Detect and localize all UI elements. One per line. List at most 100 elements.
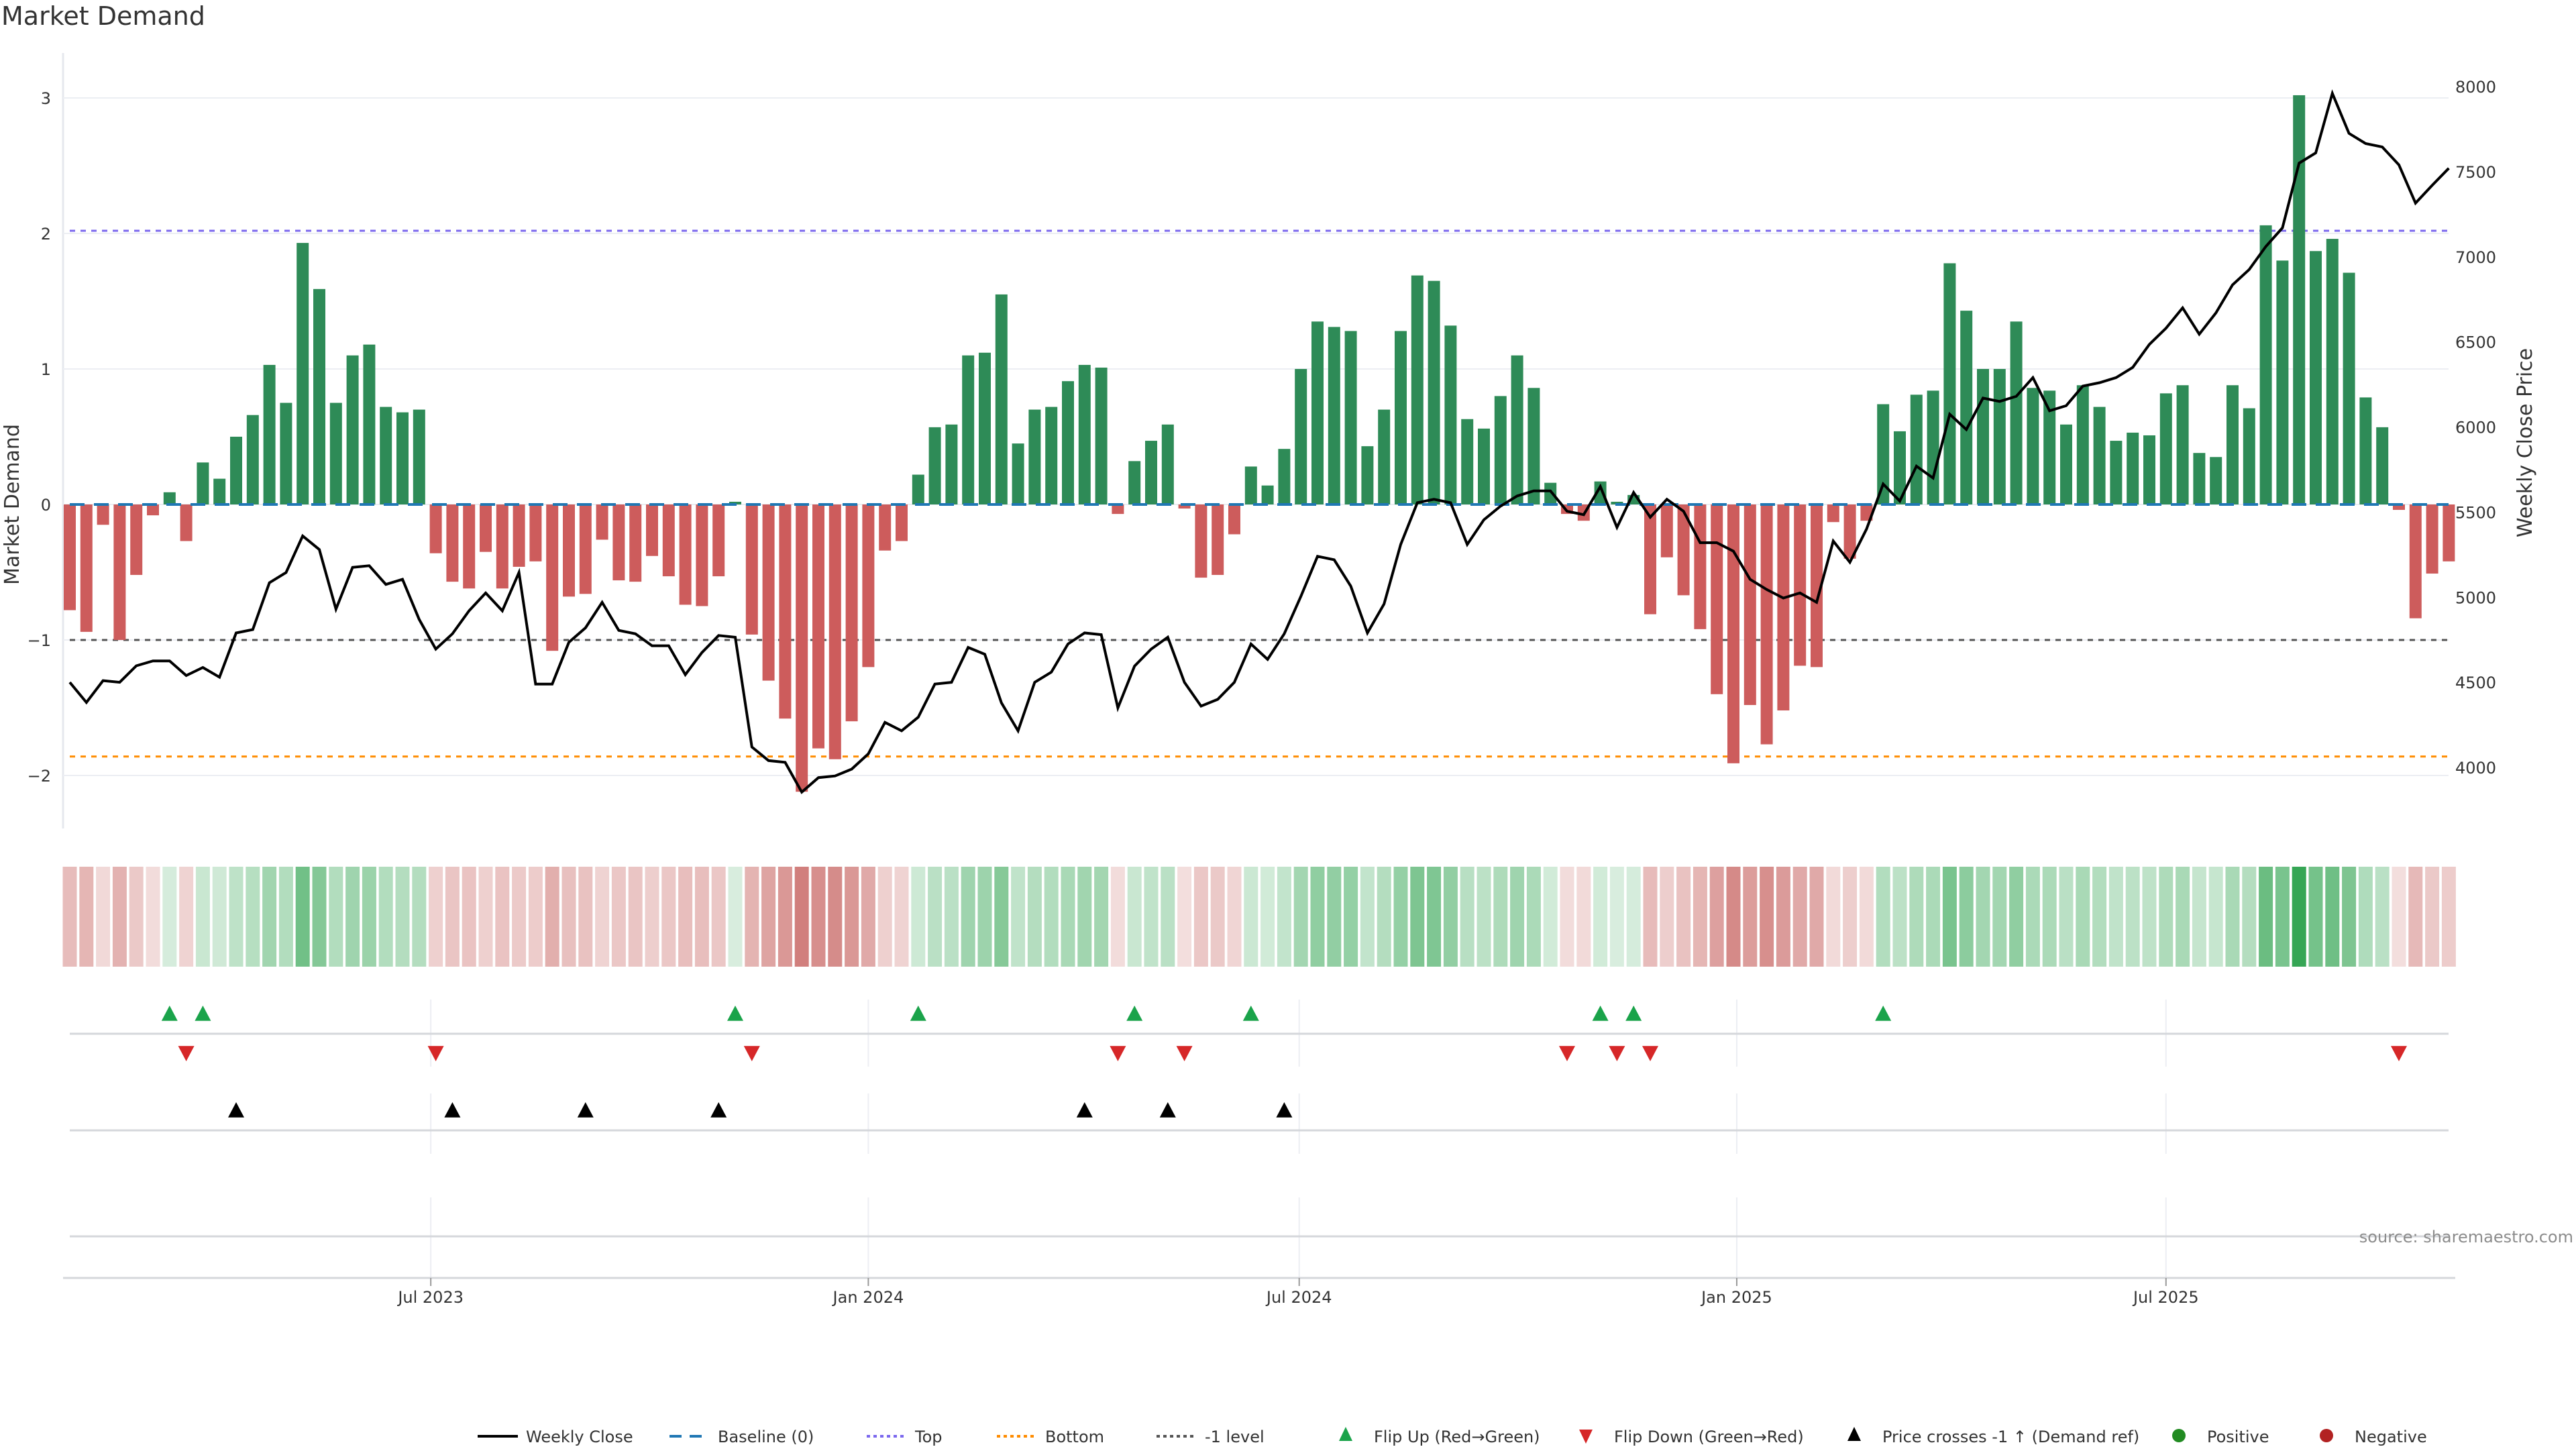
demand-bar	[2027, 388, 2039, 504]
demand-bar	[2159, 393, 2172, 504]
heatmap-cell	[129, 867, 144, 967]
demand-bar	[2010, 321, 2023, 504]
flip-down-marker	[178, 1046, 195, 1061]
flip-up-marker	[1242, 1006, 1259, 1021]
heatmap-cell	[2242, 867, 2257, 967]
heatmap-cell	[212, 867, 227, 967]
heatmap-cell	[911, 867, 926, 967]
heatmap-cell	[162, 867, 177, 967]
heatmap-cell	[1942, 867, 1957, 967]
demand-bar	[1611, 501, 1623, 504]
demand-bar	[130, 504, 143, 576]
heatmap-cell	[2342, 867, 2357, 967]
demand-bar	[896, 504, 908, 541]
heatmap-cell	[362, 867, 376, 967]
flip-down-marker	[2391, 1046, 2407, 1061]
heatmap-cell	[1477, 867, 1491, 967]
demand-bar	[429, 504, 442, 553]
heatmap-cell	[1643, 867, 1658, 967]
heatmap-cell	[429, 867, 443, 967]
demand-bar	[679, 504, 692, 605]
heatmap-cell	[312, 867, 327, 967]
demand-bar	[1295, 369, 1307, 504]
demand-bars	[64, 95, 2455, 792]
weekly-close-line	[68, 89, 2450, 794]
demand-bar	[1927, 390, 1939, 504]
heatmap-cell	[1493, 867, 1508, 967]
heatmap-cell	[777, 867, 792, 967]
flip-up-marker	[727, 1006, 743, 1021]
demand-bar	[180, 504, 193, 541]
demand-bar	[1278, 449, 1291, 504]
heatmap-cell	[2208, 867, 2223, 967]
demand-bar	[2210, 457, 2222, 504]
demand-bar	[1894, 431, 1906, 504]
heatmap-cell	[694, 867, 709, 967]
legend-label: Weekly Close	[526, 1428, 633, 1446]
heatmap-cell	[1061, 867, 1075, 967]
heatmap-cell	[1377, 867, 1391, 967]
demand-bar	[2310, 251, 2322, 504]
demand-bar	[1328, 327, 1340, 504]
demand-bar	[1511, 355, 1523, 504]
demand-bar	[1212, 504, 1224, 576]
legend-label: Price crosses -1 ↑ (Demand ref)	[1882, 1428, 2139, 1446]
price-cross-marker	[228, 1102, 244, 1118]
flip-down-marker	[1110, 1046, 1126, 1061]
heatmap-cell	[1526, 867, 1541, 967]
demand-bar	[546, 504, 559, 651]
heatmap-cell	[2225, 867, 2240, 967]
legend-label: Flip Down (Green→Red)	[1614, 1428, 1804, 1446]
heatmap-cell	[1460, 867, 1474, 967]
x-tick-label: Jan 2025	[1700, 1288, 1772, 1307]
demand-bar	[2443, 504, 2455, 561]
heatmap-cell	[378, 867, 393, 967]
legend-item-baseline: Baseline (0)	[669, 1428, 814, 1446]
heatmap-cell	[278, 867, 293, 967]
heatmap-cell	[1260, 867, 1275, 967]
heatmap-cell	[1676, 867, 1691, 967]
demand-bar	[912, 474, 924, 504]
heatmap-cell	[545, 867, 559, 967]
demand-bar	[346, 355, 359, 504]
heatmap-cell	[246, 867, 260, 967]
heatmap-cell	[512, 867, 527, 967]
demand-bar	[529, 504, 542, 561]
heatmap-cell	[2009, 867, 2024, 967]
demand-bar	[413, 409, 425, 504]
heatmap-cell	[1776, 867, 1790, 967]
legend-item-bottom: Bottom	[997, 1428, 1104, 1446]
heatmap-cell	[2308, 867, 2323, 967]
legend-item-minus-one: -1 level	[1157, 1428, 1265, 1446]
demand-bar	[779, 504, 792, 719]
chart-title: Market Demand	[1, 1, 205, 31]
x-tick-label: Jan 2024	[832, 1288, 904, 1307]
legend-item-negative-dot: Negative	[2320, 1428, 2427, 1446]
triangle-up-icon	[1339, 1427, 1352, 1441]
demand-bar	[2093, 407, 2106, 504]
heatmap-cell	[711, 867, 726, 967]
heatmap-cell	[1393, 867, 1408, 967]
demand-bar	[879, 504, 892, 551]
heatmap-cell	[745, 867, 759, 967]
heatmap-cell	[928, 867, 943, 967]
demand-bar	[1960, 311, 1973, 504]
demand-bar	[563, 504, 575, 597]
demand-bar	[696, 504, 708, 606]
heatmap-cell	[345, 867, 360, 967]
demand-bar	[1527, 388, 1540, 504]
demand-bar	[2393, 504, 2405, 511]
heatmap-cell	[894, 867, 909, 967]
right-tick-label: 5500	[2455, 503, 2496, 522]
heatmap-cell	[877, 867, 892, 967]
heatmap-cell	[1210, 867, 1225, 967]
heatmap-cell	[944, 867, 959, 967]
heatmap-cell	[977, 867, 992, 967]
demand-bar	[945, 424, 958, 504]
heatmap-cell	[1011, 867, 1026, 967]
demand-bar	[1860, 504, 1873, 521]
demand-bar	[2259, 225, 2272, 504]
x-axis-ticks: Jul 2023 Jan 2024 Jul 2024 Jan 2025 Jul 2025	[396, 1278, 2199, 1307]
heatmap-cell	[112, 867, 127, 967]
demand-bar	[1161, 424, 1174, 504]
